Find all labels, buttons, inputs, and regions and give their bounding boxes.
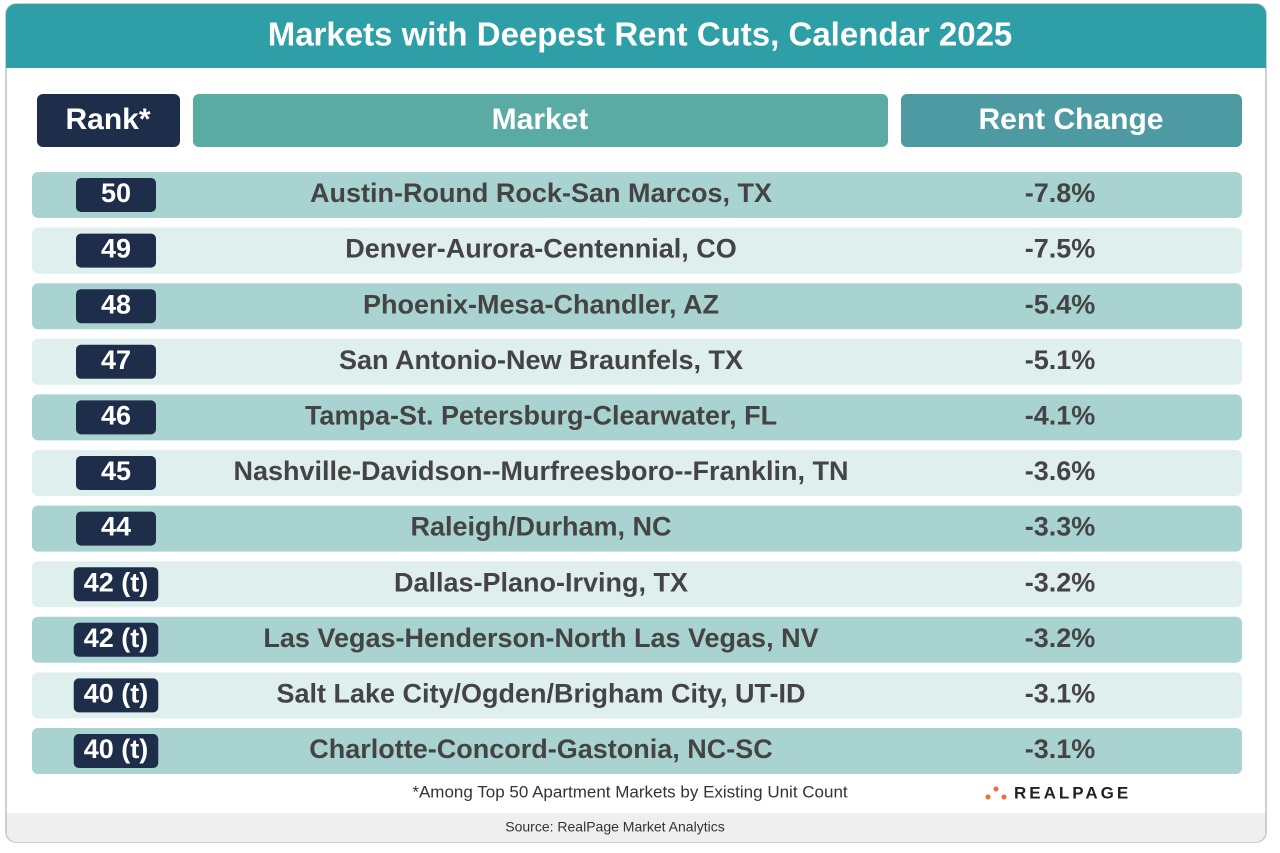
table-row xyxy=(32,227,1242,274)
column-header: Rent Change xyxy=(978,103,1163,136)
rank: 45 xyxy=(101,456,131,486)
rent-change: -3.6% xyxy=(1025,456,1096,486)
table-body: 50 Austin-Round Rock-San Marcos, TX -7.8% 4… xyxy=(32,172,1242,774)
table-row xyxy=(32,283,1242,330)
rank: 50 xyxy=(101,178,131,208)
rank: 48 xyxy=(101,289,131,319)
rank-badge xyxy=(76,178,156,212)
market: Dallas-Plano-Irving, TX xyxy=(394,567,688,597)
table-row xyxy=(32,616,1242,663)
rank-badge xyxy=(76,511,156,546)
title: Markets with Deepest Rent Cuts, Calendar… xyxy=(268,16,1013,53)
market: San Antonio-New Braunfels, TX xyxy=(339,345,743,375)
header-cell xyxy=(37,94,180,147)
table-row xyxy=(32,728,1242,774)
source: Source: RealPage Market Analytics xyxy=(505,819,724,835)
table-row xyxy=(32,450,1242,496)
table-row xyxy=(32,172,1242,218)
rank-badge xyxy=(76,456,156,490)
rank-badge xyxy=(76,344,156,379)
table-row xyxy=(32,672,1242,719)
logo: REALPAGE xyxy=(1014,783,1131,802)
rent-change: -7.5% xyxy=(1025,234,1096,264)
table-row xyxy=(32,505,1242,552)
rank-badge xyxy=(73,567,159,602)
table-row xyxy=(32,561,1242,608)
market: Tampa-St. Petersburg-Clearwater, FL xyxy=(305,401,777,431)
rent-change: -3.2% xyxy=(1025,623,1096,653)
rank-badge xyxy=(73,622,159,657)
header-cell xyxy=(901,94,1242,147)
rank-badge xyxy=(76,233,156,268)
logo-dot xyxy=(993,786,999,792)
market: Nashville-Davidson--Murfreesboro--Frankl… xyxy=(233,456,848,486)
rank: 49 xyxy=(101,234,131,264)
source-bar xyxy=(7,813,1265,842)
market: Las Vegas-Henderson-North Las Vegas, NV xyxy=(263,623,818,653)
rank-badge xyxy=(76,289,156,324)
column-header: Rank* xyxy=(65,103,150,136)
rent-change: -3.3% xyxy=(1025,512,1096,542)
logo-dot xyxy=(985,794,991,800)
market: Austin-Round Rock-San Marcos, TX xyxy=(310,178,772,208)
rank: 42 (t) xyxy=(84,623,149,653)
market: Raleigh/Durham, NC xyxy=(410,512,671,542)
rent-change: -3.1% xyxy=(1025,734,1096,764)
rent-change: -7.8% xyxy=(1025,178,1096,208)
rent-change: -3.1% xyxy=(1025,679,1096,709)
rank: 44 xyxy=(101,512,131,542)
rent-change: -3.2% xyxy=(1025,567,1096,597)
market: Phoenix-Mesa-Chandler, AZ xyxy=(363,289,719,319)
rank: 42 (t) xyxy=(84,567,149,597)
footnote: *Among Top 50 Apartment Markets by Exist… xyxy=(412,782,848,801)
rank-badge xyxy=(73,734,159,768)
market: Salt Lake City/Ogden/Brigham City, UT-ID xyxy=(276,679,805,709)
rank-badge xyxy=(73,678,159,713)
logo-dot xyxy=(1001,794,1007,800)
rank: 46 xyxy=(101,401,131,431)
rank-badge xyxy=(76,400,156,435)
market: Denver-Aurora-Centennial, CO xyxy=(345,234,737,264)
rent-change: -5.4% xyxy=(1025,289,1096,319)
rent-change: -4.1% xyxy=(1025,401,1096,431)
table-row xyxy=(32,394,1242,441)
title-bar xyxy=(6,4,1266,68)
market: Charlotte-Concord-Gastonia, NC-SC xyxy=(309,734,773,764)
column-header: Market xyxy=(492,103,589,136)
rent-change: -5.1% xyxy=(1025,345,1096,375)
header-cell xyxy=(193,94,888,147)
rank: 47 xyxy=(101,345,131,375)
rank: 40 (t) xyxy=(84,679,149,709)
table-row xyxy=(32,338,1242,385)
rank: 40 (t) xyxy=(84,734,149,764)
